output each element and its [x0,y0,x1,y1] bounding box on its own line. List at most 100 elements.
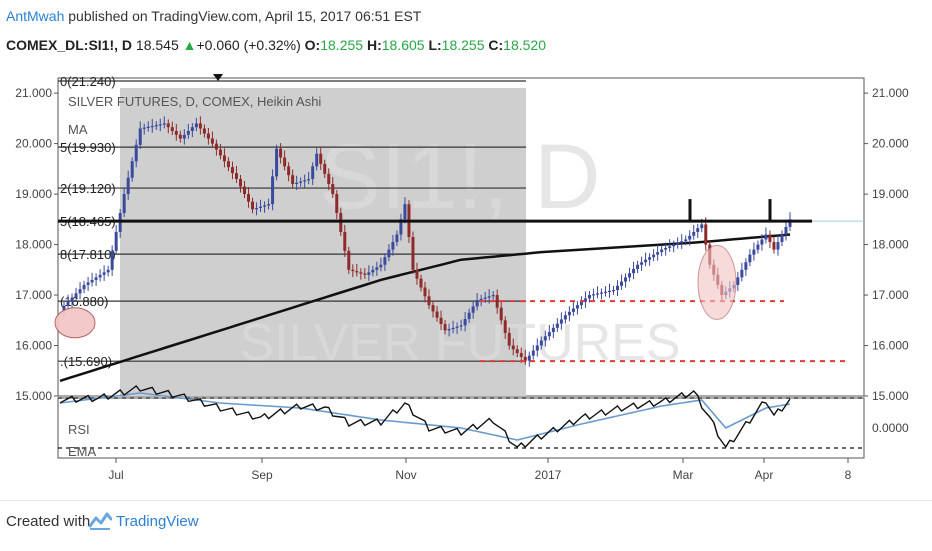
candle-body [243,186,247,195]
candle-body [363,273,367,275]
open-label: O: [304,37,321,53]
y-tick-label: 18.000 [15,238,52,252]
candle-body [567,311,571,316]
candle-body [323,163,327,174]
candle-body [571,308,575,312]
candle-body [551,327,555,333]
candle-body [383,257,387,265]
ema-legend: EMA [68,444,97,459]
x-tick-label: Jul [108,468,123,482]
chart-area[interactable]: SI1!, D SILVER FUTURES 0(21.240) 5(19.930… [0,70,932,490]
candle-body [283,157,287,167]
candle-body [206,133,210,139]
candle-body [616,285,620,290]
candle-body [463,319,467,326]
candle-body [174,131,178,135]
tradingview-logo-icon[interactable] [88,509,112,533]
candle-body [563,315,567,320]
candle-body [435,311,439,318]
symbol-name[interactable]: COMEX_DL:SI1! [6,37,115,53]
candle-body [652,254,656,258]
up-arrow-icon: ▲ [182,37,197,53]
candle-body [644,259,648,263]
candle-body [299,181,303,183]
candle-body [575,305,579,309]
candle-body [98,274,102,278]
candle-body [612,290,616,292]
candle-body [150,125,154,128]
y-tick-label: 19.000 [15,187,52,201]
candle-body [603,291,607,293]
x-tick-label: 8 [845,468,852,482]
candle-body [583,298,587,302]
candle-body [303,180,307,182]
candle-body [331,184,335,195]
candle-body [90,279,94,283]
fib-level-label: 0(21.240) [60,74,116,89]
candle-body [696,228,700,232]
candle-body [431,305,435,312]
price-change: +0.060 (+0.32%) [196,37,301,53]
candle-body [483,297,487,299]
candle-body [579,301,583,306]
candle-body [479,298,483,301]
candle-body [443,324,447,331]
candle-body [387,249,391,258]
candle-body [447,329,451,331]
watermark-symbol: SI1!, D [319,126,600,228]
candle-body [660,249,664,253]
published-text: published on TradingView.com, April 15, … [68,8,422,24]
candle-body [247,194,251,202]
y-tick-label: 21.000 [15,86,52,100]
candle-body [110,250,114,270]
candle-body [351,269,355,272]
close-value: 18.520 [503,37,546,53]
rsi-line [59,385,791,449]
candle-body [744,262,748,270]
candle-body [760,239,764,245]
author-link[interactable]: AntMwah [6,8,65,24]
x-tick-label: Apr [755,468,774,482]
candle-body [178,134,182,139]
candle-body [628,273,632,278]
rsi-tick-label: 0.0000 [872,421,909,435]
candle-body [307,178,311,181]
candle-body [640,262,644,265]
candle-body [475,300,479,307]
close-label: C: [488,37,504,53]
tradingview-brand[interactable]: TradingView [116,513,199,530]
candle-body [668,246,672,248]
candle-body [142,127,146,129]
candle-body [375,267,379,270]
price-chart[interactable]: SI1!, D SILVER FUTURES 0(21.240) 5(19.930… [0,70,932,490]
candle-body [62,305,66,311]
candle-body [692,231,696,236]
candle-body [403,204,407,220]
highlight-ellipse [697,244,737,320]
candle-body [166,123,170,128]
moving-average-line [59,233,791,383]
candle-body [776,242,780,250]
fib-level-label: 8(17.810) [60,247,116,262]
y-tick-label: 21.000 [872,86,909,100]
candle-body [672,244,676,247]
high-value: 18.605 [381,37,425,53]
candle-body [230,167,234,174]
fib-retracement-box[interactable] [120,88,526,396]
candle-body [748,254,752,263]
candle-body [70,297,74,302]
candle-body [676,242,680,245]
candle-body [267,204,271,206]
candle-body [335,194,339,214]
candle-body [419,278,423,288]
candle-body [395,234,399,243]
fib-level-label: .(15.690) [60,354,112,369]
candle-body [784,226,788,235]
candle-body [519,353,523,357]
y-tick-label: 20.000 [872,137,909,151]
candle-body [238,178,242,187]
candle-body [251,201,255,210]
candle-body [543,336,547,341]
candle-body [411,237,415,270]
candle-body [94,277,98,280]
